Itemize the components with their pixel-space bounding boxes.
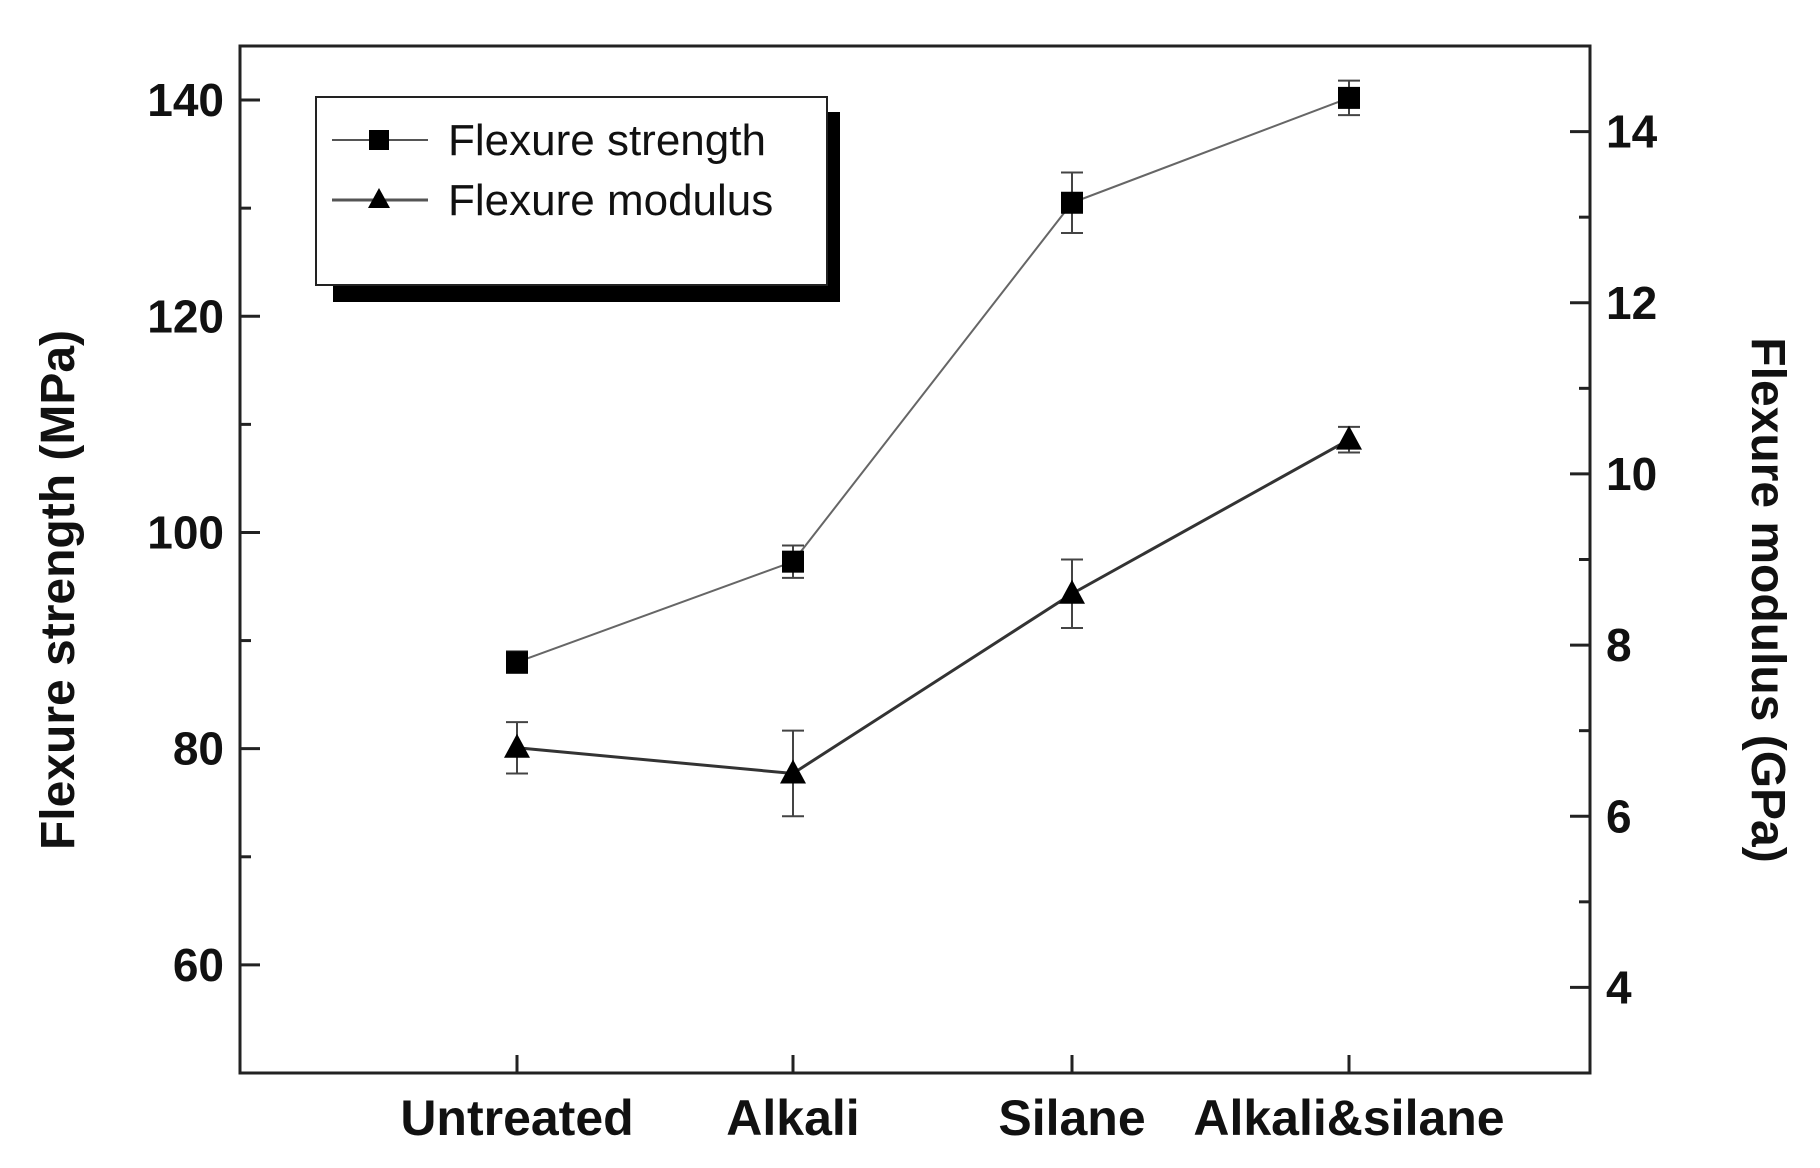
data-point-square bbox=[1061, 191, 1083, 214]
series-line bbox=[516, 438, 1350, 775]
legend-box bbox=[315, 96, 828, 286]
axis-ticks: 60 80 100 120 140 4 6 8 10 12 14 Untreated Alkali Sil… bbox=[147, 74, 1657, 1146]
y2-tick-label: 8 bbox=[1606, 619, 1632, 671]
legend-entry-strength: Flexure strength bbox=[332, 116, 766, 165]
x-category-label: Silane bbox=[998, 1090, 1145, 1146]
y-tick-label: 140 bbox=[147, 74, 224, 126]
y-axis-title: Flexure strength (MPa) bbox=[32, 330, 85, 850]
y-tick-label: 80 bbox=[173, 723, 224, 775]
data-point-triangle bbox=[780, 759, 806, 784]
series-line bbox=[516, 96, 1350, 664]
y-tick-label: 60 bbox=[173, 939, 224, 991]
data-point-triangle bbox=[504, 733, 530, 758]
y2-tick-label: 10 bbox=[1606, 448, 1657, 500]
y-tick-label: 100 bbox=[147, 506, 224, 558]
data-point-triangle bbox=[1059, 579, 1085, 604]
y2-tick-label: 6 bbox=[1606, 790, 1632, 842]
data-point-triangle bbox=[1336, 425, 1362, 450]
x-category-label: Alkali&silane bbox=[1193, 1090, 1504, 1146]
legend-marker-triangle-icon bbox=[368, 188, 390, 208]
y2-tick-label: 12 bbox=[1606, 277, 1657, 329]
x-category-label: Alkali bbox=[726, 1090, 859, 1146]
legend-label-modulus: Flexure modulus bbox=[448, 176, 773, 225]
y2-tick-label: 4 bbox=[1606, 961, 1632, 1013]
y2-tick-label: 14 bbox=[1606, 106, 1658, 158]
series-modulus bbox=[504, 425, 1362, 818]
x-category-label: Untreated bbox=[400, 1090, 633, 1146]
series bbox=[504, 79, 1362, 818]
series-strength bbox=[506, 79, 1360, 675]
data-point-square bbox=[1338, 86, 1360, 109]
legend: Flexure strength Flexure modulus bbox=[315, 96, 840, 302]
y2-axis-title: Flexure modulus (GPa) bbox=[1741, 337, 1794, 862]
data-point-square bbox=[506, 651, 528, 674]
legend-label-strength: Flexure strength bbox=[448, 116, 766, 165]
y-tick-label: 120 bbox=[147, 290, 224, 342]
legend-entry-modulus: Flexure modulus bbox=[332, 176, 773, 225]
legend-marker-square-icon bbox=[369, 130, 389, 150]
data-point-square bbox=[782, 550, 804, 573]
